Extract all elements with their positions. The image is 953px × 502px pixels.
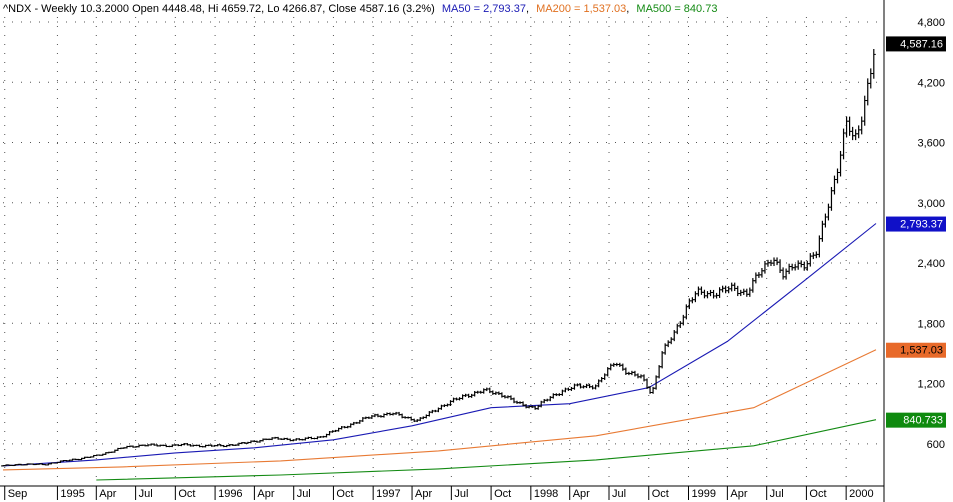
ma500-header-label: MA500 = 840.73 — [636, 3, 717, 15]
ma50-value-tag: 2,793.37 — [900, 219, 943, 231]
x-tick-label: Jul — [770, 488, 784, 500]
x-tick-label: Apr — [99, 488, 116, 500]
x-tick-label: 2000 — [849, 488, 873, 500]
price-layer — [1, 49, 876, 467]
x-tick-label: Apr — [573, 488, 590, 500]
ma200-value-tag: 1,537.03 — [900, 345, 943, 357]
ma200-value-tag-bg — [886, 342, 946, 358]
x-tick-label: Sep — [8, 488, 28, 500]
x-tick-label: Apr — [730, 488, 747, 500]
x-tick-label: Jul — [139, 488, 153, 500]
ma500-value-tag-bg — [886, 412, 946, 428]
last-price-tag-bg — [886, 36, 946, 52]
x-tick-label: 1998 — [534, 488, 558, 500]
x-tick-label: Oct — [652, 488, 669, 500]
ma50-value-tag-bg — [886, 216, 946, 232]
x-tick-label: Apr — [257, 488, 274, 500]
x-tick-label: 1995 — [60, 488, 84, 500]
header-separator: , — [626, 3, 629, 15]
y-tick-label: 600 — [927, 439, 945, 451]
x-tick-label: Jul — [612, 488, 626, 500]
ma200-header-label: MA200 = 1,537.03 — [536, 3, 626, 15]
ticker-info: ^NDX - Weekly 10.3.2000 Open 4448.48, Hi… — [3, 3, 435, 15]
ma50-header-label: MA50 = 2,793.37 — [442, 3, 526, 15]
value-tag-layer: 4,587.16 2,793.37 1,537.03 840.733 — [886, 36, 946, 428]
x-tick-label: Jul — [297, 488, 311, 500]
y-tick-label: 1,800 — [917, 318, 945, 330]
x-tick-label: 1999 — [691, 488, 715, 500]
y-tick-label: 2,400 — [917, 258, 945, 270]
last-price-tag: 4,587.16 — [900, 38, 943, 50]
x-tick-label: Oct — [336, 488, 353, 500]
x-tick-label: Jul — [454, 488, 468, 500]
y-tick-label: 3,600 — [917, 138, 945, 150]
y-tick-label: 3,000 — [917, 198, 945, 210]
x-tick-label: Oct — [178, 488, 195, 500]
grid-layer — [3, 17, 882, 484]
x-tick-label: Oct — [809, 488, 826, 500]
series-ma200-line — [2, 349, 877, 471]
series-ma500-line — [96, 419, 877, 481]
series-ma50-line — [2, 223, 877, 467]
y-tick-label: 4,800 — [917, 17, 945, 29]
y-tick-label: 1,200 — [917, 379, 945, 391]
x-tick-label: Oct — [494, 488, 511, 500]
x-tick-label: 1996 — [218, 488, 242, 500]
moving-average-layer — [2, 223, 877, 481]
ma500-value-tag: 840.733 — [903, 415, 943, 427]
y-tick-label: 4,200 — [917, 77, 945, 89]
x-tick-label: Apr — [415, 488, 432, 500]
x-tick-label: 1997 — [376, 488, 400, 500]
header-title: ^NDX - Weekly 10.3.2000 Open 4448.48, Hi… — [3, 3, 717, 15]
header-separator: , — [526, 3, 529, 15]
